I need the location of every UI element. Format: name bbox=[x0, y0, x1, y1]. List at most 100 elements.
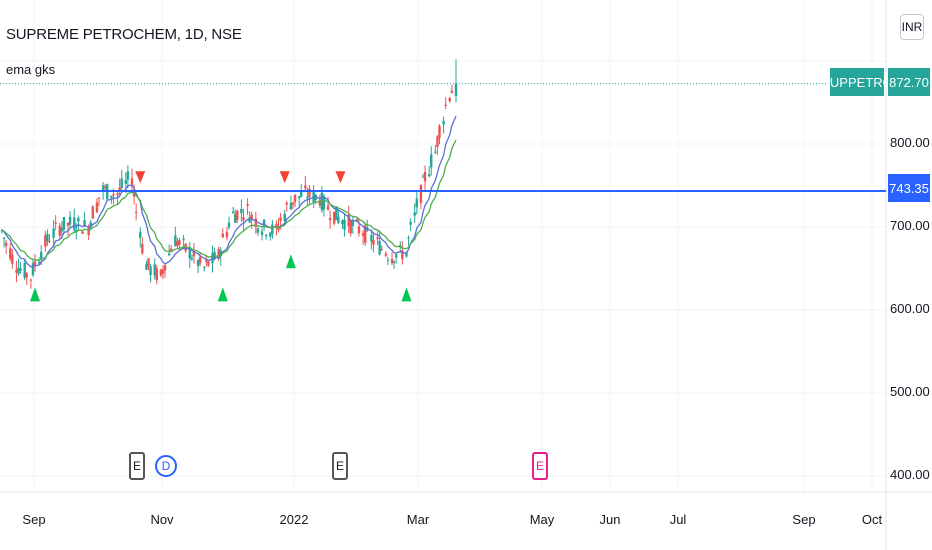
candle-body bbox=[58, 226, 61, 236]
buy-signal-marker bbox=[401, 287, 412, 302]
candle-body bbox=[17, 267, 20, 274]
candle-body bbox=[275, 224, 278, 229]
candle-body bbox=[279, 217, 282, 221]
candle-body bbox=[413, 212, 416, 216]
candle-body bbox=[242, 217, 245, 221]
earnings-event-marker[interactable]: E bbox=[129, 452, 145, 480]
candle-body bbox=[44, 235, 47, 247]
candle-body bbox=[159, 269, 163, 276]
candle-body bbox=[248, 217, 251, 223]
candle-body bbox=[116, 193, 119, 196]
candle-body bbox=[4, 242, 8, 247]
candle-body bbox=[60, 228, 64, 232]
candle-body bbox=[87, 227, 90, 236]
x-tick-mar: Mar bbox=[406, 512, 430, 527]
x-tick-sep-2: Sep bbox=[792, 512, 816, 527]
buy-signal-marker bbox=[217, 287, 228, 302]
candle-body bbox=[444, 104, 447, 106]
candle-body bbox=[203, 267, 206, 269]
candle-body bbox=[66, 222, 70, 226]
candle-body bbox=[163, 264, 167, 271]
candle-body bbox=[308, 188, 311, 198]
candle-body bbox=[240, 208, 243, 214]
sell-signal-marker bbox=[335, 171, 346, 184]
ema-slow-line bbox=[1, 139, 457, 261]
candle-body bbox=[285, 202, 288, 205]
candle-body bbox=[335, 207, 338, 220]
candle-body bbox=[357, 226, 361, 234]
candle-body bbox=[233, 213, 237, 223]
candle-body bbox=[147, 258, 150, 267]
candle-body bbox=[260, 231, 264, 236]
candle-body bbox=[161, 269, 165, 274]
candle-body bbox=[370, 234, 373, 242]
candle-body bbox=[343, 220, 346, 230]
candle-body bbox=[264, 235, 268, 237]
candle-body bbox=[196, 260, 200, 266]
candle-body bbox=[283, 213, 286, 221]
earnings-event-marker[interactable]: E bbox=[332, 452, 348, 480]
candle-body bbox=[355, 219, 359, 221]
candle-body bbox=[236, 210, 239, 221]
y-tick-600: 600.00 bbox=[890, 301, 930, 316]
candle-body bbox=[25, 273, 28, 278]
candle-body bbox=[421, 176, 425, 178]
candle-body bbox=[97, 197, 101, 199]
candle-body bbox=[227, 222, 231, 228]
level-price-badge[interactable]: 743.35 bbox=[888, 174, 930, 202]
x-tick-2022: 2022 bbox=[279, 512, 309, 527]
candle-body bbox=[450, 90, 454, 94]
candle-body bbox=[95, 202, 99, 213]
candle-body bbox=[153, 264, 156, 276]
upcoming-earnings-event-marker[interactable]: E bbox=[532, 452, 548, 480]
symbol-badge: SUPPETRO bbox=[821, 68, 893, 96]
candle-body bbox=[256, 228, 260, 233]
candle-body bbox=[2, 237, 6, 239]
candle-body bbox=[347, 214, 350, 227]
candle-body bbox=[333, 211, 336, 224]
candle-body bbox=[73, 217, 76, 230]
candle-body bbox=[405, 252, 408, 257]
candle-body bbox=[390, 258, 394, 264]
candle-body bbox=[384, 253, 388, 256]
candle-body bbox=[31, 263, 35, 275]
candle-body bbox=[351, 221, 355, 227]
candle-body bbox=[306, 196, 309, 199]
candle-body bbox=[386, 259, 390, 261]
candle-body bbox=[322, 196, 326, 210]
candle-body bbox=[145, 263, 148, 270]
candle-body bbox=[54, 222, 57, 224]
candle-body bbox=[380, 249, 383, 251]
candle-body bbox=[174, 235, 177, 247]
dividend-event-marker[interactable]: D bbox=[155, 455, 177, 477]
candle-body bbox=[304, 185, 307, 189]
candle-body bbox=[376, 237, 379, 240]
candle-body bbox=[188, 247, 191, 259]
candle-body bbox=[155, 268, 158, 281]
chart-title: SUPREME PETROCHEM, 1D, NSE bbox=[6, 26, 242, 43]
candle-body bbox=[430, 154, 433, 168]
y-tick-700: 700.00 bbox=[890, 218, 930, 233]
candle-body bbox=[246, 204, 249, 206]
candle-body bbox=[118, 187, 121, 191]
candle-body bbox=[231, 211, 235, 213]
candle-body bbox=[83, 220, 86, 226]
candle-body bbox=[126, 171, 130, 180]
candle-body bbox=[139, 231, 142, 238]
candle-body bbox=[378, 240, 381, 255]
candle-body bbox=[110, 195, 113, 198]
candle-body bbox=[81, 231, 84, 234]
candle-body bbox=[46, 234, 49, 242]
candle-body bbox=[434, 151, 437, 153]
candle-body bbox=[250, 214, 253, 220]
indicator-label[interactable]: ema gks bbox=[6, 62, 56, 77]
last-price-badge: 872.70 bbox=[888, 68, 930, 96]
currency-toggle[interactable]: INR bbox=[900, 14, 924, 40]
candle-body bbox=[149, 266, 152, 276]
candle-body bbox=[19, 268, 22, 271]
candle-body bbox=[170, 248, 173, 252]
candle-body bbox=[205, 260, 208, 262]
candle-body bbox=[89, 222, 92, 228]
candle-body bbox=[448, 97, 452, 102]
